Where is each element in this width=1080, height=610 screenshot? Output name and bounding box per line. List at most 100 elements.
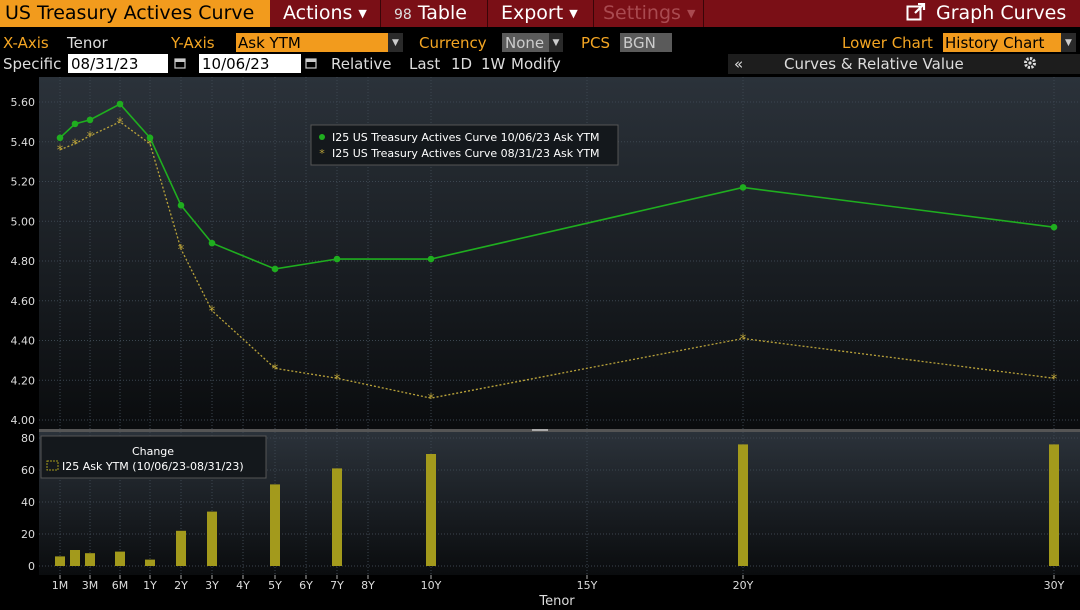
actions-label: Actions: [283, 2, 353, 24]
xtick-label: 1Y: [143, 579, 157, 592]
relative-button[interactable]: Relative: [331, 55, 392, 73]
ytick-label: 5.60: [11, 96, 36, 109]
ytick-label: 20: [21, 528, 35, 541]
series-point-current: [739, 184, 747, 191]
xtick-label: 10Y: [421, 579, 442, 592]
xtick-label: 4Y: [236, 579, 250, 592]
toolbar-divider: [487, 0, 488, 27]
toolbar: US Treasury Actives Curve Actions ▼ 98 Tab…: [0, 0, 1080, 27]
series-point-current: [146, 134, 154, 142]
legend-star-icon: *: [319, 147, 325, 160]
toolbar-divider: [703, 0, 704, 27]
chevron-down-icon: ▼: [686, 7, 696, 20]
change-bar: [70, 550, 80, 566]
start-date-field[interactable]: 08/31/23: [68, 54, 168, 73]
splitter-handle-icon[interactable]: [532, 429, 548, 431]
graph-curves-button[interactable]: Graph Curves: [906, 0, 1066, 27]
ytick-label: 4.40: [11, 335, 36, 348]
currency-label: Currency: [419, 34, 487, 52]
curves-panel-bar: « Curves & Relative Value: [728, 54, 1080, 74]
end-date-field[interactable]: 10/06/23: [199, 54, 301, 73]
series-point-current: [177, 202, 185, 209]
chart-splitter[interactable]: [39, 429, 1080, 432]
lower-chart-label: Lower Chart: [842, 34, 933, 52]
ytick-label: 4.20: [11, 374, 36, 387]
table-label: Table: [417, 2, 467, 24]
yaxis-label: Y-Axis: [171, 34, 215, 52]
1w-button[interactable]: 1W: [481, 55, 506, 73]
1d-button[interactable]: 1D: [451, 55, 473, 73]
lower-legend: Change I25 Ask YTM (10/06/23-08/31/23): [40, 435, 267, 479]
settings-label: Settings: [603, 2, 681, 24]
toolbar-divider: [380, 0, 381, 27]
currency-field[interactable]: None: [502, 33, 549, 52]
axis-settings-row: X-Axis Tenor Y-Axis Ask YTM ▼ Currency N…: [0, 33, 1080, 53]
specific-label: Specific: [3, 55, 62, 73]
change-bar: [332, 468, 342, 566]
series-point-prior: *: [117, 116, 124, 131]
chevron-down-icon[interactable]: ▼: [549, 33, 563, 52]
series-point-prior: *: [740, 333, 747, 348]
change-bar: [1049, 444, 1059, 566]
series-point-prior: *: [272, 362, 279, 377]
legend-change-series: I25 Ask YTM (10/06/23-08/31/23): [62, 460, 244, 473]
ytick-label: 5.40: [11, 136, 36, 149]
table-code: 98: [394, 7, 412, 23]
ytick-label: 4.80: [11, 255, 36, 268]
yaxis-field[interactable]: Ask YTM: [236, 33, 388, 52]
gear-icon[interactable]: [1022, 53, 1038, 78]
xtick-label: 15Y: [577, 579, 598, 592]
series-point-prior: *: [334, 372, 341, 387]
ytick-label: 60: [21, 464, 35, 477]
change-bar: [115, 551, 125, 566]
xaxis-label: X-Axis: [3, 34, 49, 52]
series-point-current: [116, 100, 124, 108]
chevron-down-icon: ▼: [358, 7, 367, 20]
series-point-prior: *: [178, 243, 185, 258]
xaxis-value[interactable]: Tenor: [67, 34, 108, 52]
pcs-label: PCS: [581, 34, 611, 52]
legend-dot-icon: [319, 134, 325, 140]
collapse-icon[interactable]: «: [734, 55, 744, 73]
xtick-label: 3Y: [205, 579, 219, 592]
legend-series-current: I25 US Treasury Actives Curve 10/06/23 A…: [332, 131, 600, 144]
lower-chart-title: Change: [132, 445, 174, 458]
lower-chart-field[interactable]: History Chart: [943, 33, 1061, 52]
calendar-icon[interactable]: [174, 54, 186, 79]
ytick-label: 4.60: [11, 295, 36, 308]
series-point-current: [56, 134, 64, 142]
xtick-label: 3M: [82, 579, 99, 592]
calendar-icon[interactable]: [305, 54, 317, 79]
series-point-prior: *: [57, 144, 64, 159]
table-button[interactable]: 98 Table: [394, 0, 467, 27]
series-point-current: [271, 265, 279, 273]
xtick-label: 7Y: [330, 579, 344, 592]
ytick-label: 40: [21, 496, 35, 509]
chevron-down-icon[interactable]: ▼: [1061, 33, 1076, 52]
chevron-down-icon[interactable]: ▼: [388, 33, 403, 52]
series-point-prior: *: [87, 130, 94, 145]
series-point-prior: *: [72, 138, 79, 153]
curves-relative-value-button[interactable]: Curves & Relative Value: [784, 55, 964, 73]
ytick-label: 5.20: [11, 176, 36, 189]
series-point-prior: *: [147, 138, 154, 153]
date-settings-row: Specific 08/31/23 10/06/23 Relative Last…: [0, 54, 1080, 74]
xtick-label: 1M: [52, 579, 69, 592]
modify-button[interactable]: Modify: [511, 55, 561, 73]
xaxis-title: Tenor: [538, 594, 575, 609]
xtick-label: 6Y: [299, 579, 313, 592]
last-button[interactable]: Last: [409, 55, 441, 73]
series-point-prior: *: [1051, 372, 1058, 387]
ytick-label: 5.00: [11, 215, 36, 228]
export-menu[interactable]: Export ▼: [501, 0, 578, 27]
actions-menu[interactable]: Actions ▼: [283, 0, 367, 27]
pcs-field[interactable]: BGN: [620, 33, 672, 52]
series-point-current: [427, 255, 435, 263]
change-bar: [207, 511, 217, 566]
change-bar: [176, 530, 186, 566]
toolbar-divider: [593, 0, 594, 27]
chart-area: 4.00 4.20 4.40 4.60 4.80 5.00 5.20 5.40 5.60 0 20…: [11, 77, 1080, 609]
settings-menu[interactable]: Settings ▼: [603, 0, 695, 27]
series-point-current: [86, 116, 94, 124]
ytick-label: 0: [28, 560, 35, 573]
